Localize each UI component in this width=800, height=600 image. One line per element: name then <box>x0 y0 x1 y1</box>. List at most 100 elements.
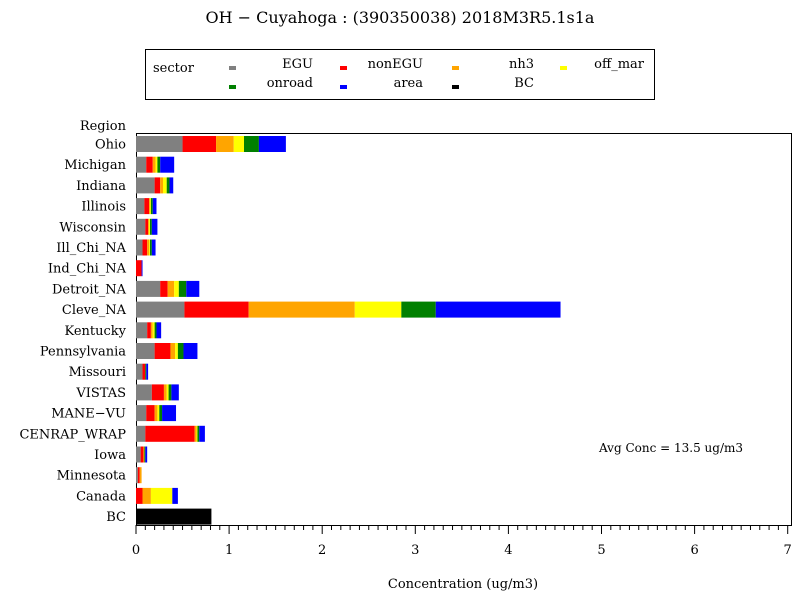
legend-swatch-off_mar <box>560 66 567 70</box>
y-tick-label: Ill_Chi_NA <box>56 241 126 256</box>
bar-segment-nonEGU-8 <box>184 301 249 318</box>
y-tick-label: Illinois <box>81 200 126 215</box>
y-tick-label: Pennsylvania <box>40 345 126 360</box>
bar-segment-BC-18 <box>136 508 212 525</box>
bar-segment-off_mar-7 <box>174 280 179 297</box>
bar-segment-nh3-13 <box>154 405 158 422</box>
bar-segment-EGU-10 <box>136 343 155 359</box>
bar-segment-EGU-5 <box>136 239 143 256</box>
bar-segment-EGU-15 <box>136 446 141 463</box>
bar-segment-onroad-7 <box>178 280 187 297</box>
y-tick-label: Missouri <box>69 365 126 380</box>
legend-label-nh3: nh3 <box>509 57 534 72</box>
bar-segment-area-17 <box>172 487 178 504</box>
bar-segment-off_mar-10 <box>175 343 178 359</box>
bar-segment-nh3-7 <box>167 280 175 297</box>
x-tick-label: 0 <box>132 543 140 558</box>
bar-segment-nonEGU-17 <box>136 487 143 504</box>
legend-label-EGU: EGU <box>282 57 313 72</box>
bar-segment-onroad-4 <box>149 218 152 235</box>
y-tick-label: Cleve_NA <box>62 303 127 318</box>
bar-segment-nonEGU-0 <box>182 136 217 152</box>
bar-segment-nh3-16 <box>139 467 142 484</box>
bar-segment-area-13 <box>162 405 177 422</box>
bar-segment-onroad-9 <box>154 322 157 339</box>
bar-segment-nonEGU-15 <box>140 446 144 463</box>
bar-segment-onroad-8 <box>401 301 436 318</box>
bar-segment-nonEGU-16 <box>137 467 140 484</box>
bar-segment-nonEGU-1 <box>146 156 153 173</box>
bar-segment-off_mar-2 <box>163 177 167 194</box>
bar-segment-nonEGU-5 <box>142 239 148 256</box>
y-tick-label: Minnesota <box>57 469 127 484</box>
bar-segment-onroad-13 <box>159 405 163 422</box>
bar-segment-EGU-1 <box>136 156 147 173</box>
y-tick-label: VISTAS <box>75 386 126 401</box>
bar-segment-area-9 <box>156 322 162 339</box>
bar-segment-off_mar-9 <box>152 322 155 339</box>
legend-swatch-nh3 <box>452 66 459 70</box>
chart-title: OH − Cuyahoga : (390350038) 2018M3R5.1s1… <box>206 8 595 27</box>
y-tick-label: Michigan <box>64 158 126 173</box>
legend-label-area: area <box>394 76 424 91</box>
bar-segment-area-2 <box>169 177 174 194</box>
bar-segment-area-11 <box>146 363 149 380</box>
bar-segment-area-4 <box>151 218 158 235</box>
bar-segment-EGU-12 <box>136 384 152 401</box>
bar-segment-nh3-5 <box>147 239 150 256</box>
bar-segment-onroad-1 <box>157 156 161 173</box>
bar-segment-onroad-15 <box>144 446 146 463</box>
x-tick-label: 1 <box>225 543 233 558</box>
y-tick-label: Wisconsin <box>59 220 126 235</box>
bar-segment-off_mar-5 <box>149 239 150 256</box>
x-tick-label: 4 <box>504 543 512 558</box>
bar-segment-area-15 <box>145 446 148 463</box>
bar-segment-nonEGU-3 <box>144 198 150 215</box>
bar-segment-nonEGU-11 <box>142 363 146 380</box>
bar-segment-onroad-10 <box>177 343 184 359</box>
y-tick-label: Ohio <box>95 138 126 153</box>
x-tick-label: 2 <box>318 543 326 558</box>
bar-segment-off_mar-1 <box>155 156 158 173</box>
bar-segment-nonEGU-7 <box>160 280 168 297</box>
y-tick-label: Canada <box>76 489 126 504</box>
bar-segment-EGU-16 <box>136 467 138 484</box>
bar-segment-EGU-2 <box>136 177 155 194</box>
bar-segment-area-14 <box>199 425 205 442</box>
bar-segment-off_mar-17 <box>150 487 173 504</box>
legend-label-onroad: onroad <box>267 76 313 91</box>
bar-segment-area-8 <box>435 301 561 318</box>
bar-segment-area-12 <box>171 384 179 401</box>
legend-label-off_mar: off_mar <box>594 57 645 72</box>
bar-segment-nh3-14 <box>194 425 197 442</box>
bar-segment-onroad-11 <box>145 363 147 380</box>
bar-segment-nonEGU-2 <box>154 177 161 194</box>
legend-swatch-BC <box>452 85 459 89</box>
bar-segment-EGU-8 <box>136 301 185 318</box>
bar-segment-off_mar-12 <box>166 384 169 401</box>
x-tick-label: 6 <box>690 543 698 558</box>
bar-segment-off_mar-0 <box>233 136 244 152</box>
legend-label-BC: BC <box>514 76 534 91</box>
bar-segment-off_mar-14 <box>196 425 198 442</box>
legend-swatch-onroad <box>229 85 236 89</box>
bar-segment-EGU-3 <box>136 198 145 215</box>
bar-segment-EGU-11 <box>136 363 143 380</box>
bar-segment-onroad-3 <box>150 198 153 215</box>
bar-segment-nonEGU-6 <box>136 260 142 277</box>
bar-segment-onroad-0 <box>244 136 259 152</box>
bar-segment-nh3-17 <box>142 487 151 504</box>
bar-segment-EGU-14 <box>136 425 146 442</box>
bar-segment-EGU-9 <box>136 322 148 339</box>
bar-segment-nonEGU-4 <box>145 218 149 235</box>
bar-segment-nonEGU-10 <box>154 343 171 359</box>
y-tick-label: BC <box>106 510 126 525</box>
bar-segment-EGU-4 <box>136 218 146 235</box>
avg-conc-annotation: Avg Conc = 13.5 ug/m3 <box>598 441 743 455</box>
bar-segment-area-7 <box>186 280 200 297</box>
y-tick-label: Ind_Chi_NA <box>48 262 127 277</box>
bar-segment-nh3-0 <box>216 136 234 152</box>
bar-segment-nh3-1 <box>152 156 156 173</box>
